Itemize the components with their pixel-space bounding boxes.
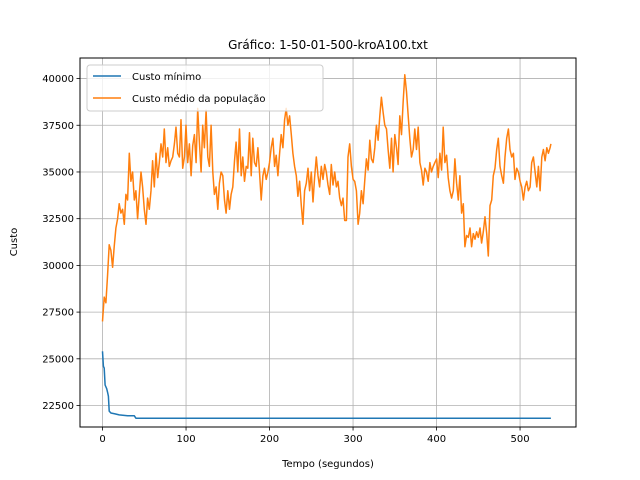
chart-title: Gráfico: 1-50-01-500-kroA100.txt: [228, 38, 428, 52]
x-tick-label: 300: [344, 434, 363, 445]
y-axis-ticks: 22500 25000 27500 30000 32500 35000 37500 40000: [42, 74, 80, 412]
x-tick-label: 0: [99, 434, 105, 445]
plot-frame: [79, 57, 577, 428]
y-tick-label: 25000: [42, 354, 74, 365]
y-tick-label: 40000: [42, 74, 74, 85]
y-tick-label: 22500: [42, 401, 74, 412]
grid-lines: [80, 58, 576, 427]
legend-box: [86, 64, 324, 112]
y-tick-label: 30000: [42, 261, 74, 272]
x-tick-label: 200: [260, 434, 279, 445]
x-axis-ticks: 0 100 200 300 400 500: [99, 427, 530, 445]
legend-label-custo-minimo: Custo mínimo: [132, 71, 201, 83]
x-axis-label: Tempo (segundos): [281, 459, 374, 470]
series-line-1: [101, 74, 552, 322]
y-tick-label: 37500: [42, 121, 74, 132]
legend: Custo mínimo Custo médio da população: [86, 64, 324, 112]
series-line-0: [101, 351, 551, 419]
x-tick-label: 100: [177, 434, 196, 445]
legend-label-custo-medio: Custo médio da população: [132, 93, 266, 105]
x-tick-label: 500: [511, 434, 530, 445]
y-axis-label: Custo: [9, 228, 20, 257]
x-tick-label: 400: [427, 434, 446, 445]
series-group: [101, 74, 552, 419]
y-tick-label: 35000: [42, 167, 74, 178]
y-tick-label: 32500: [42, 214, 74, 225]
y-tick-label: 27500: [42, 308, 74, 319]
